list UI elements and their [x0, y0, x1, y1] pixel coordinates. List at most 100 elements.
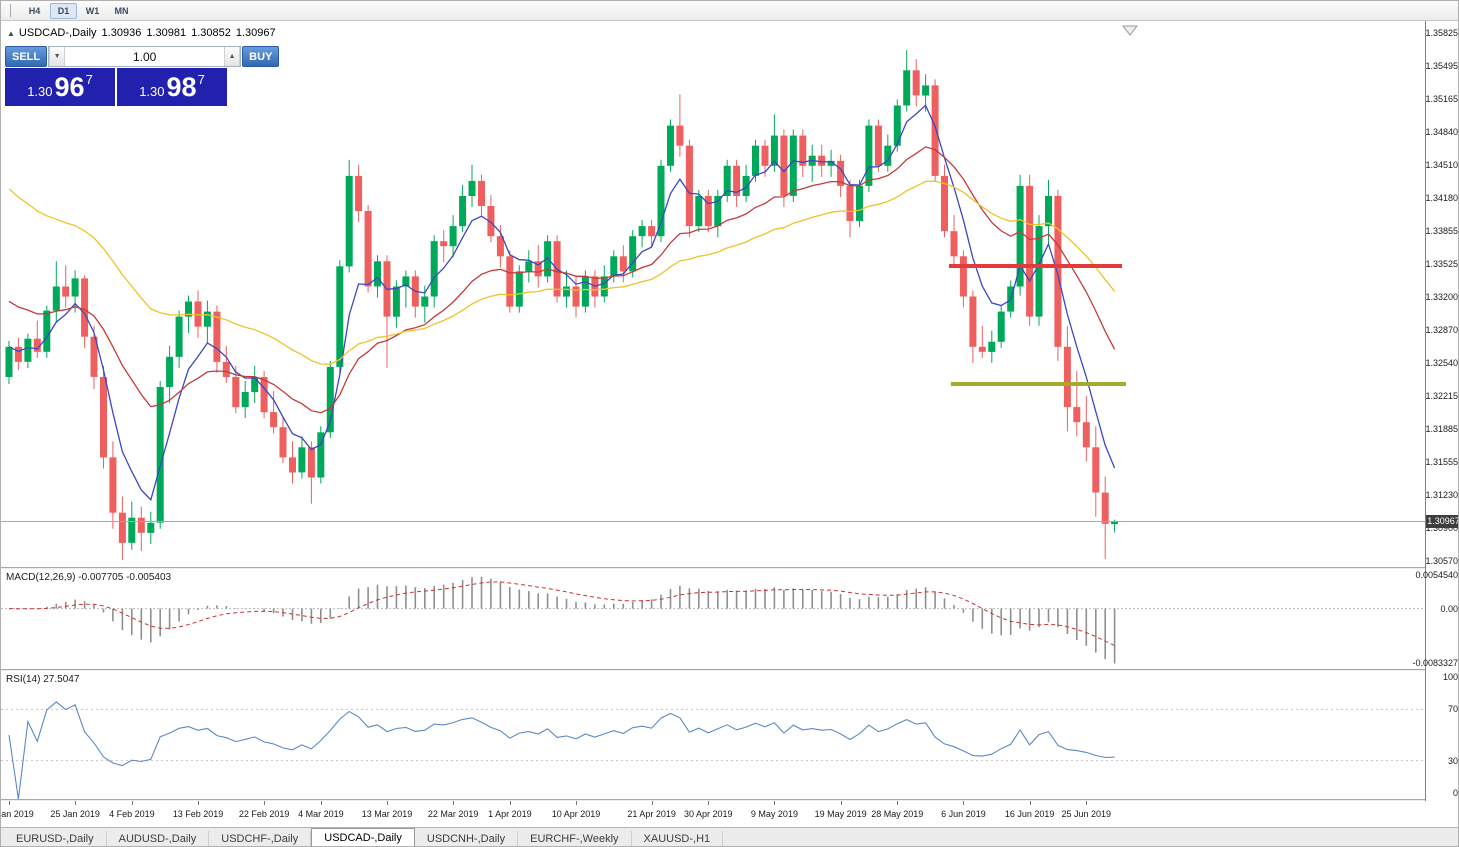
timeframe-button-mn[interactable]: MN	[108, 3, 135, 19]
rsi-axis-label: 100	[1442, 672, 1458, 682]
rsi-label: RSI(14) 27.5047	[6, 674, 80, 685]
bid-price-point: 7	[85, 71, 93, 87]
support-line-olive[interactable]	[951, 381, 1126, 386]
date-axis-label: 22 Feb 2019	[238, 809, 290, 819]
macd-chart[interactable]	[1, 569, 1425, 669]
date-axis-tick	[198, 801, 199, 805]
macd-pane[interactable]: MACD(12,26,9) -0.007705 -0.005403	[1, 569, 1425, 669]
price-axis-label: 1.35825	[1425, 27, 1458, 38]
price-axis-label: 1.32870	[1425, 324, 1458, 335]
pane-separator[interactable]	[1, 669, 1458, 671]
chart-tab-usdcnh[interactable]: USDCNH-,Daily	[415, 831, 519, 846]
date-axis-tick	[387, 801, 388, 805]
resistance-line-red[interactable]	[949, 264, 1123, 269]
date-axis-label: 28 May 2019	[871, 809, 924, 819]
candlestick-chart[interactable]	[1, 21, 1425, 567]
timeframe-button-h4[interactable]: H4	[21, 3, 48, 19]
one-click-trading-panel: SELL ▼ ▲ BUY 1.30 96 7 1.30 98 7	[5, 46, 280, 106]
chart-tab-usdchf[interactable]: USDCHF-,Daily	[209, 831, 312, 846]
bid-price-prefix: 1.30	[27, 83, 53, 99]
macd-axis-label: -0.0083327	[1412, 658, 1458, 668]
date-axis-tick	[963, 801, 965, 805]
date-axis-tick	[509, 801, 511, 805]
ohlc-open: 1.30936	[101, 27, 142, 39]
date-axis-label: 4 Feb 2019	[109, 809, 155, 819]
chart-tabs-bar: EURUSD-,Daily AUDUSD-,Daily USDCHF-,Daily U…	[1, 827, 1458, 846]
date-axis-tick	[75, 801, 77, 805]
date-axis-tick	[774, 801, 776, 805]
bid-price-box[interactable]: 1.30 96 7	[5, 68, 115, 106]
date-axis-tick	[9, 801, 10, 805]
ohlc-high: 1.30981	[146, 27, 187, 39]
rsi-pane[interactable]: RSI(14) 27.5047	[1, 671, 1425, 799]
date-axis-label: 22 Mar 2019	[427, 809, 479, 819]
current-price-badge: 1.30967	[1426, 515, 1459, 529]
date-axis-label: 6 Jun 2019	[941, 809, 986, 819]
date-axis-tick	[576, 801, 577, 805]
ask-price-pips: 98	[166, 71, 197, 102]
date-axis-label: 9 May 2019	[750, 809, 798, 819]
chart-tab-eurusd[interactable]: EURUSD-,Daily	[4, 831, 107, 846]
macd-axis-label: 0.0054540	[1415, 570, 1458, 580]
bid-price-pips: 96	[54, 71, 85, 102]
volume-spinner: ▼ ▲	[48, 46, 242, 67]
price-axis[interactable]: 1.35825 1.35495 1.35165 1.34840 1.34510 1.341…	[1412, 21, 1459, 801]
date-axis-tick	[453, 801, 455, 805]
ask-price-prefix: 1.30	[139, 83, 165, 99]
price-pane[interactable]: ▲ USDCAD-,Daily 1.30936 1.30981 1.30852 1.309…	[1, 21, 1425, 567]
pane-separator[interactable]	[1, 799, 1458, 801]
price-axis-label: 1.31230	[1425, 489, 1458, 500]
macd-label: MACD(12,26,9) -0.007705 -0.005403	[6, 572, 172, 583]
date-axis-label: 1 Apr 2019	[488, 809, 532, 819]
chart-tab-audusd[interactable]: AUDUSD-,Daily	[107, 831, 210, 846]
price-axis-label: 1.35495	[1425, 60, 1458, 71]
date-axis-tick	[651, 801, 653, 805]
date-axis-label: 30 Apr 2019	[684, 809, 733, 819]
price-axis-label: 1.33525	[1425, 258, 1458, 269]
date-axis-label: 16 Jun 2019	[1004, 809, 1055, 819]
rsi-chart[interactable]	[1, 671, 1425, 799]
chart-symbol-label: USDCAD-,Daily	[18, 27, 97, 39]
volume-decrease-button[interactable]: ▼	[49, 47, 66, 66]
toolbar-drag-handle[interactable]	[6, 4, 11, 17]
price-axis-label: 1.34840	[1425, 126, 1458, 137]
timeframe-button-d1[interactable]: D1	[50, 2, 77, 19]
date-axis-label: 13 Feb 2019	[172, 809, 224, 819]
pane-separator[interactable]	[1, 567, 1458, 569]
price-axis-label: 1.34180	[1425, 192, 1458, 203]
ohlc-low: 1.30852	[191, 27, 231, 39]
price-axis-label: 1.32215	[1425, 390, 1458, 401]
date-axis-tick	[131, 801, 133, 805]
current-price-line	[1, 520, 1425, 522]
date-axis-label: 25 Jan 2019	[50, 809, 100, 819]
chart-tab-xauusd[interactable]: XAUUSD-,H1	[632, 831, 724, 846]
chart-header: ▲ USDCAD-,Daily 1.30936 1.30981 1.30852 1.309…	[7, 27, 276, 39]
chart-tab-usdcad[interactable]: USDCAD-,Daily	[311, 828, 415, 846]
volume-input[interactable]	[65, 47, 225, 66]
volume-increase-button[interactable]: ▲	[224, 47, 241, 66]
sell-button[interactable]: SELL	[5, 46, 48, 67]
ask-price-point: 7	[197, 71, 205, 87]
date-axis-label: 4 Mar 2019	[298, 809, 344, 819]
date-axis-label: 10 Apr 2019	[551, 809, 601, 819]
date-axis[interactable]: 16 Jan 2019 25 Jan 2019 4 Feb 2019 13 Feb 2…	[1, 801, 1458, 827]
price-axis-label: 1.31885	[1425, 423, 1458, 434]
price-axis-label: 1.30570	[1425, 555, 1458, 566]
ask-price-box[interactable]: 1.30 98 7	[117, 68, 227, 106]
date-axis-tick	[1029, 801, 1031, 805]
price-axis-label: 1.33855	[1425, 225, 1458, 236]
timeframe-button-group: H4 D1 W1 MN	[21, 2, 137, 19]
price-axis-label: 1.33200	[1425, 291, 1458, 302]
collapse-chart-icon[interactable]: ▲	[7, 29, 15, 38]
date-axis-tick	[897, 801, 899, 805]
buy-button[interactable]: BUY	[242, 46, 280, 67]
date-axis-label: 25 Jun 2019	[1061, 809, 1112, 819]
date-axis-label: 16 Jan 2019	[1, 809, 34, 819]
price-axis-label: 1.35165	[1425, 93, 1458, 104]
chart-tab-eurchf[interactable]: EURCHF-,Weekly	[518, 831, 632, 846]
price-axis-label: 1.34510	[1425, 159, 1458, 170]
date-axis-tick	[1086, 801, 1088, 805]
timeframe-button-w1[interactable]: W1	[79, 3, 106, 19]
date-axis-tick	[708, 801, 710, 805]
